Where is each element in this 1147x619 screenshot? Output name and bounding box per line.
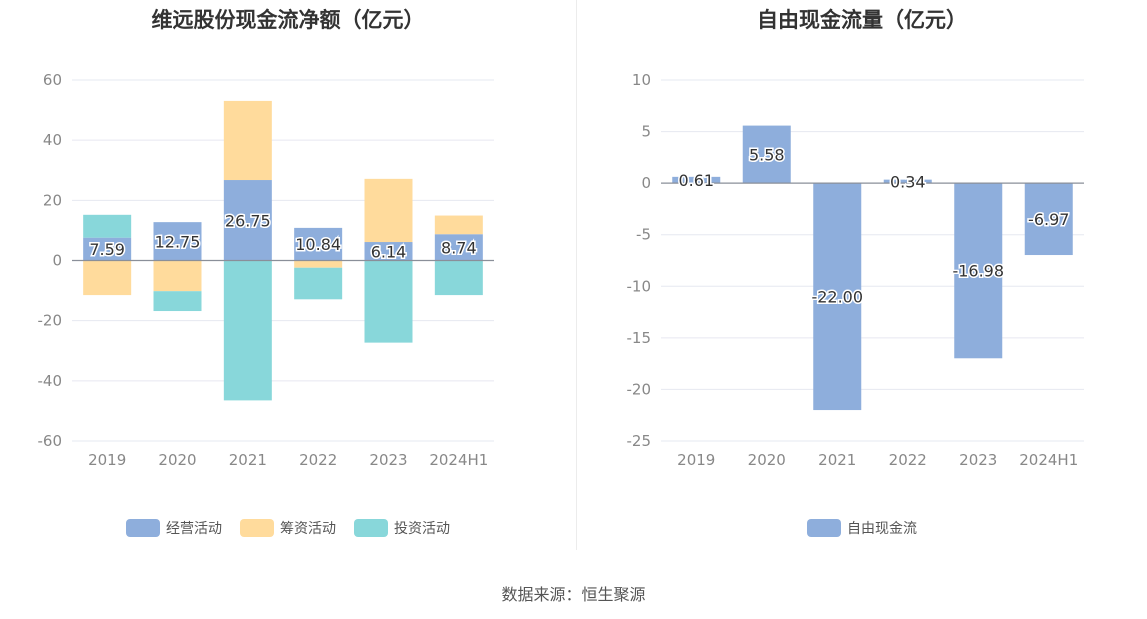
data-label: -6.97 — [1028, 210, 1069, 229]
bar-自由现金流 — [742, 125, 791, 184]
bar-经营活动 — [294, 227, 343, 261]
x-tick-label: 2024H1 — [1019, 451, 1078, 469]
x-tick-label: 2022 — [299, 451, 337, 469]
bar-经营活动 — [153, 222, 202, 261]
bar-筹资活动 — [364, 178, 413, 243]
data-label: 0.34 — [890, 172, 926, 191]
legend-swatch — [126, 519, 160, 537]
bar-筹资活动 — [83, 260, 132, 296]
legend-item[interactable]: 投资活动 — [354, 518, 450, 538]
bar-经营活动 — [434, 234, 483, 261]
bar-筹资活动 — [153, 260, 202, 292]
x-tick-label: 2023 — [369, 451, 407, 469]
legend-label: 经营活动 — [166, 521, 222, 537]
bar-经营活动 — [223, 180, 272, 261]
y-tick-label: -10 — [627, 277, 652, 295]
y-tick-label: -60 — [38, 432, 63, 450]
legend-item[interactable]: 经营活动 — [126, 518, 222, 538]
y-tick-label: -25 — [627, 432, 652, 450]
cash-flow-chart: 60 40 20 0 -20 -40 -60 7.59 12.75 26.75 10.84 6.14 8… — [38, 71, 494, 469]
bar-筹资活动 — [434, 215, 483, 235]
data-label: 7.59 — [89, 240, 125, 259]
data-source: 数据来源：恒生聚源 — [501, 585, 646, 604]
data-label: 8.74 — [441, 238, 477, 257]
chart-legend: 自由现金流 — [577, 518, 1147, 538]
bar-自由现金流 — [883, 179, 932, 184]
legend-swatch — [240, 519, 274, 537]
bar-投资活动 — [434, 260, 483, 296]
bar-投资活动 — [83, 214, 132, 238]
chart-legend: 经营活动 筹资活动 投资活动 — [0, 518, 576, 538]
y-tick-label: -20 — [627, 380, 652, 398]
y-tick-label: 20 — [43, 191, 62, 209]
y-tick-label: -5 — [636, 226, 651, 244]
y-tick-label: 10 — [632, 71, 651, 89]
free-cash-flow-chart-panel: 自由现金流量（亿元） 10 5 0 -5 -10 -15 -20 -25 0.61 5.58 -22… — [577, 0, 1147, 560]
y-tick-label: 5 — [641, 123, 651, 141]
bar-自由现金流 — [672, 176, 721, 184]
bar-经营活动 — [83, 237, 132, 261]
data-label: -16.98 — [952, 262, 1004, 281]
bar-投资活动 — [364, 260, 413, 343]
data-label: 6.14 — [371, 242, 407, 261]
y-tick-label: -40 — [38, 372, 63, 390]
legend-item[interactable]: 自由现金流 — [807, 518, 917, 538]
chart-title: 维远股份现金流净额（亿元） — [151, 8, 425, 32]
cash-flow-chart-panel: 维远股份现金流净额（亿元） 60 40 20 0 -20 -40 -60 7.59 12.75 2… — [0, 0, 576, 560]
y-tick-label: 60 — [43, 71, 62, 89]
bar-投资活动 — [153, 291, 202, 312]
data-label: 12.75 — [155, 232, 201, 251]
bar-自由现金流 — [1024, 183, 1073, 256]
x-tick-label: 2023 — [959, 451, 997, 469]
x-tick-label: 2022 — [889, 451, 927, 469]
bar-投资活动 — [294, 267, 343, 300]
y-tick-label: 0 — [52, 252, 62, 270]
data-label: 26.75 — [225, 211, 271, 230]
x-tick-label: 2024H1 — [429, 451, 488, 469]
x-tick-label: 2019 — [677, 451, 715, 469]
y-tick-label: -20 — [38, 312, 63, 330]
data-label: 10.84 — [295, 235, 341, 254]
bar-自由现金流 — [813, 183, 862, 411]
bar-投资活动 — [223, 260, 272, 401]
legend-swatch — [807, 519, 841, 537]
chart-title: 自由现金流量（亿元） — [757, 8, 967, 32]
legend-label: 投资活动 — [394, 521, 450, 537]
bar-经营活动 — [364, 242, 413, 261]
y-tick-label: -15 — [627, 329, 652, 347]
legend-label: 筹资活动 — [280, 521, 336, 537]
legend-label: 自由现金流 — [847, 521, 917, 537]
y-tick-label: 0 — [641, 174, 651, 192]
x-tick-label: 2020 — [748, 451, 786, 469]
x-tick-label: 2020 — [158, 451, 196, 469]
bar-筹资活动 — [294, 260, 343, 268]
x-tick-label: 2021 — [818, 451, 856, 469]
free-cash-flow-chart: 10 5 0 -5 -10 -15 -20 -25 0.61 5.58 -22.00 0.34 -16.… — [627, 71, 1084, 469]
panel-divider — [576, 0, 577, 550]
data-label: -22.00 — [811, 288, 863, 307]
bar-筹资活动 — [223, 100, 272, 181]
legend-swatch — [354, 519, 388, 537]
x-tick-label: 2021 — [229, 451, 267, 469]
legend-item[interactable]: 筹资活动 — [240, 518, 336, 538]
bar-自由现金流 — [954, 183, 1003, 359]
data-label: 5.58 — [749, 145, 785, 164]
x-tick-label: 2019 — [88, 451, 126, 469]
data-label: 0.61 — [678, 171, 714, 190]
y-tick-label: 40 — [43, 131, 62, 149]
